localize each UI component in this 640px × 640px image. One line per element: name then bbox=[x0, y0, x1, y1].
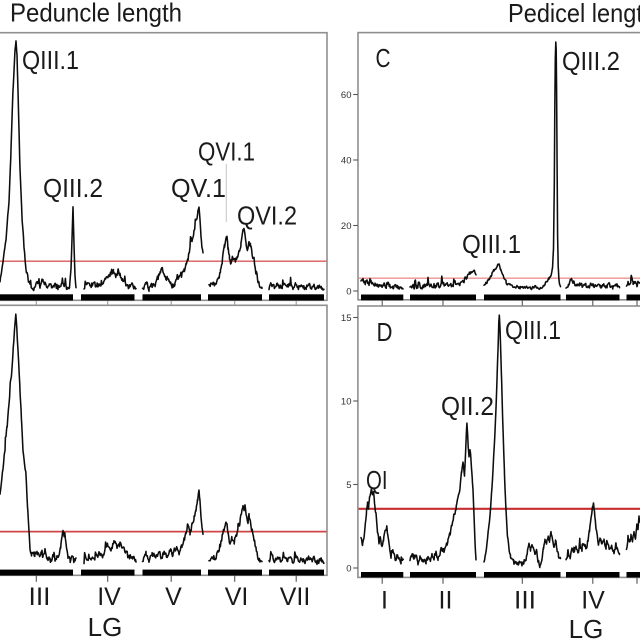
svg-text:QIII.2: QIII.2 bbox=[562, 46, 620, 76]
svg-text:QVI.2: QVI.2 bbox=[237, 201, 297, 231]
svg-text:IV: IV bbox=[581, 587, 605, 615]
svg-text:15: 15 bbox=[341, 313, 352, 324]
svg-text:20: 20 bbox=[341, 221, 352, 232]
svg-text:QIII.1: QIII.1 bbox=[462, 229, 521, 259]
svg-text:III: III bbox=[29, 583, 51, 611]
svg-text:0: 0 bbox=[346, 563, 351, 574]
svg-text:VII: VII bbox=[280, 583, 311, 611]
svg-text:60: 60 bbox=[341, 90, 352, 101]
svg-text:QIII.2: QIII.2 bbox=[43, 173, 103, 203]
svg-text:QII.2: QII.2 bbox=[441, 391, 494, 421]
svg-text:QI: QI bbox=[366, 465, 388, 495]
svg-text:I: I bbox=[381, 587, 388, 615]
svg-text:QIII.1: QIII.1 bbox=[505, 315, 561, 345]
svg-text:40: 40 bbox=[341, 155, 352, 166]
svg-text:D: D bbox=[377, 317, 393, 347]
svg-text:Peduncle length: Peduncle length bbox=[10, 0, 182, 28]
svg-text:III: III bbox=[514, 587, 536, 615]
svg-text:V: V bbox=[165, 583, 182, 611]
svg-text:IV: IV bbox=[97, 583, 121, 611]
svg-text:QV.1: QV.1 bbox=[171, 173, 226, 203]
svg-text:II: II bbox=[439, 587, 453, 615]
svg-text:QVI.1: QVI.1 bbox=[198, 137, 255, 167]
svg-text:LG: LG bbox=[88, 612, 123, 640]
svg-text:QIII.1: QIII.1 bbox=[22, 45, 79, 75]
svg-text:5: 5 bbox=[346, 480, 351, 491]
svg-text:10: 10 bbox=[341, 396, 352, 407]
svg-text:0: 0 bbox=[346, 286, 351, 297]
svg-text:VI: VI bbox=[225, 583, 249, 611]
svg-text:C: C bbox=[376, 43, 391, 73]
svg-text:Pedicel length: Pedicel length bbox=[508, 0, 640, 28]
svg-text:LG: LG bbox=[569, 614, 604, 640]
